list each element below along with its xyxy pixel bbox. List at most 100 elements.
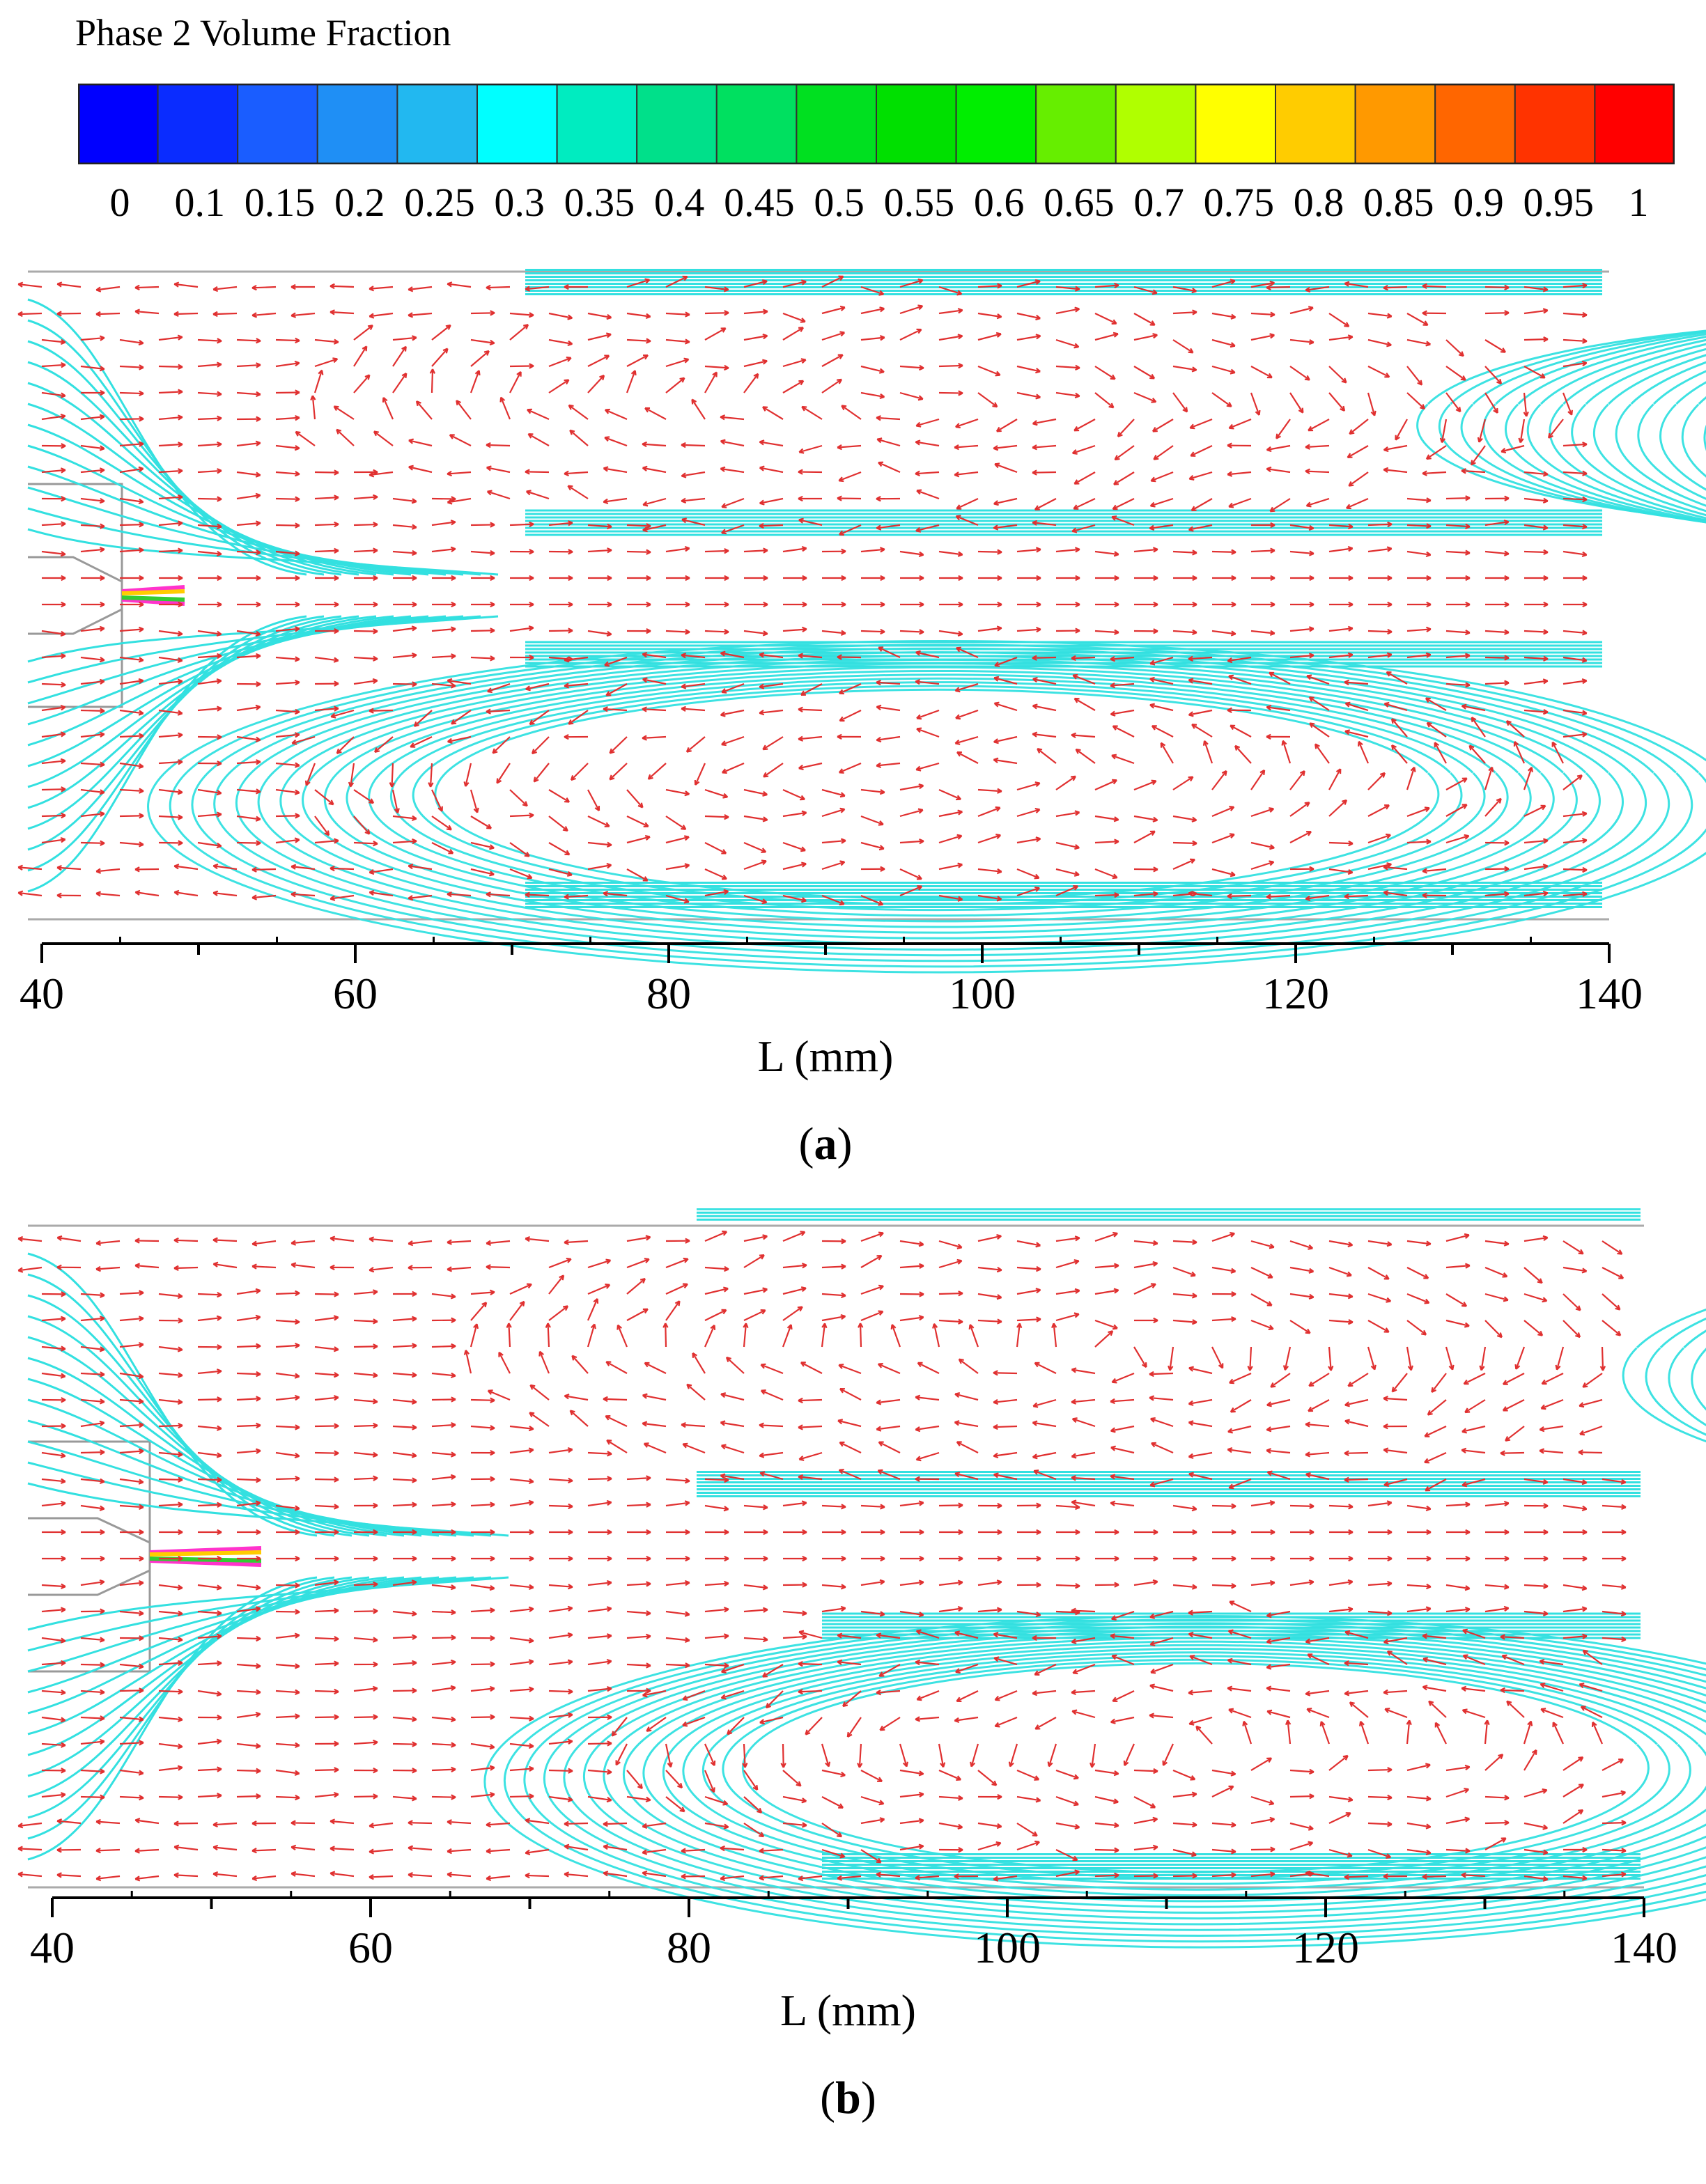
velocity-vector-head [134, 1848, 140, 1854]
velocity-vector [548, 868, 573, 876]
velocity-vector-head [837, 1419, 844, 1425]
velocity-vector-head [993, 1424, 998, 1430]
velocity-vector-head [178, 759, 183, 765]
velocity-vector [291, 866, 316, 871]
velocity-vector-head [721, 1309, 727, 1315]
velocity-vector [80, 524, 105, 528]
velocity-vector-head [1034, 808, 1041, 813]
velocity-vector [1425, 1479, 1447, 1492]
velocity-vector [1384, 1708, 1408, 1719]
velocity-vector-head [447, 891, 452, 898]
velocity-vector-head [295, 496, 300, 502]
x-tick-label: 100 [949, 969, 1016, 1018]
streamline [27, 1440, 474, 1537]
velocity-vector [1484, 339, 1506, 353]
velocity-vector [369, 891, 394, 897]
velocity-vector-head [1424, 806, 1430, 813]
velocity-vector [134, 286, 160, 289]
velocity-vector-head [604, 354, 610, 360]
velocity-vector-head [1581, 710, 1588, 716]
velocity-vector [1150, 1418, 1174, 1428]
velocity-vector [353, 1451, 378, 1456]
velocity-vector-head [61, 521, 66, 527]
velocity-vector [938, 335, 963, 341]
velocity-vector [1305, 470, 1330, 474]
velocity-vector-head [724, 1555, 729, 1562]
velocity-vector [1422, 1875, 1447, 1878]
velocity-vector-head [604, 408, 610, 414]
velocity-vector-head [994, 662, 1000, 667]
velocity-vector-head [838, 1803, 844, 1809]
streamline [434, 688, 1440, 900]
velocity-vector-head [1149, 524, 1155, 531]
velocity-vector [1117, 419, 1135, 437]
velocity-vector-head [61, 601, 66, 608]
velocity-vector [392, 1581, 417, 1586]
velocity-vector-head [451, 1635, 456, 1641]
velocity-vector-head [1504, 575, 1510, 582]
velocity-vector-head [529, 1384, 536, 1390]
velocity-vector-head [759, 1719, 765, 1725]
velocity-vector-head [1344, 1450, 1349, 1456]
colorbar-tick-label: 0.8 [1293, 180, 1344, 225]
velocity-vector [1383, 891, 1408, 897]
velocity-vector-head [139, 522, 144, 528]
velocity-vector-head [529, 601, 534, 608]
velocity-vector-head [1308, 1244, 1314, 1250]
velocity-vector-head [1540, 1404, 1546, 1410]
velocity-vector-head [956, 751, 962, 757]
velocity-vector-head [839, 689, 844, 695]
velocity-vector [1032, 522, 1057, 526]
velocity-vector [158, 365, 183, 368]
velocity-vector [1073, 498, 1096, 510]
velocity-vector-head [1349, 429, 1355, 435]
velocity-vector [392, 815, 417, 820]
velocity-vector-head [411, 1795, 417, 1802]
velocity-vector-head [1270, 1555, 1275, 1562]
velocity-vector [1016, 312, 1041, 320]
velocity-vector [1211, 1786, 1234, 1797]
velocity-vector-head [681, 683, 687, 689]
velocity-vector [1189, 418, 1213, 429]
velocity-vector [762, 736, 784, 751]
velocity-vector-head [256, 1689, 261, 1695]
velocity-vector [1406, 1720, 1411, 1745]
velocity-vector-head [428, 782, 434, 788]
velocity-vector [1112, 1655, 1135, 1666]
velocity-vector-head [606, 1685, 612, 1692]
velocity-vector [353, 1290, 378, 1295]
velocity-vector-head [762, 816, 768, 822]
velocity-vector-head [60, 413, 66, 420]
velocity-vector-head [1542, 678, 1549, 685]
velocity-vector [80, 415, 104, 421]
velocity-vector [1309, 722, 1330, 738]
velocity-vector [470, 656, 495, 660]
velocity-vector-head [915, 1426, 921, 1433]
velocity-vector-head [294, 1663, 300, 1669]
velocity-vector-head [564, 1239, 569, 1245]
velocity-vector-head [605, 1415, 611, 1421]
velocity-vector-head [1308, 1825, 1314, 1831]
velocity-vector [587, 549, 612, 553]
velocity-vector [56, 1874, 82, 1878]
velocity-vector-head [606, 1606, 612, 1612]
velocity-vector [1211, 1346, 1224, 1368]
velocity-vector-head [993, 1452, 999, 1459]
velocity-vector [236, 471, 261, 476]
velocity-vector-head [1114, 838, 1119, 845]
velocity-vector-head [1228, 1483, 1234, 1490]
velocity-vector [275, 709, 300, 713]
velocity-vector-head [1527, 1720, 1533, 1726]
velocity-vector-head [880, 866, 885, 872]
streamline [27, 615, 499, 663]
velocity-vector-head [1266, 466, 1272, 473]
velocity-vector-head [801, 1797, 807, 1804]
velocity-vector [236, 1372, 261, 1375]
velocity-vector [314, 1396, 339, 1401]
velocity-vector-head [762, 1584, 768, 1591]
velocity-vector [252, 1240, 277, 1245]
velocity-vector [236, 1742, 261, 1747]
velocity-vector [1540, 1683, 1564, 1692]
velocity-vector-head [1309, 866, 1315, 872]
velocity-vector [509, 1584, 534, 1589]
